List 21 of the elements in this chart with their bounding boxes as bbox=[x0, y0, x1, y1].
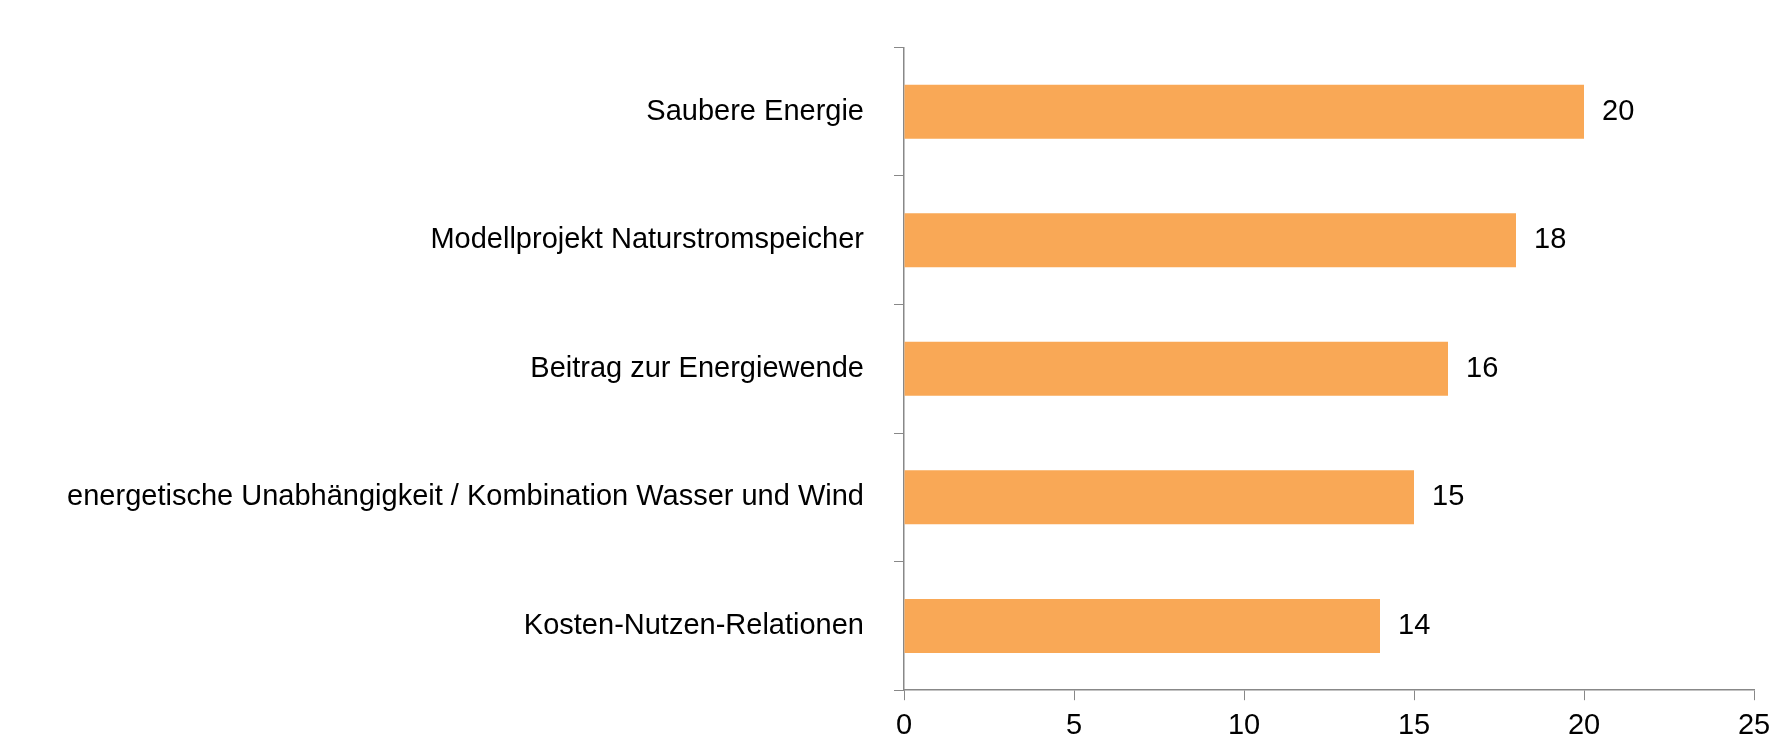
y-tick-label: Modellprojekt Naturstromspeicher bbox=[430, 222, 865, 255]
x-tick-label: 0 bbox=[895, 707, 913, 740]
x-tick-label: 25 bbox=[1737, 707, 1771, 740]
y-tick-label: Kosten-Nutzen-Relationen bbox=[523, 607, 864, 640]
bar bbox=[904, 470, 1414, 525]
bar bbox=[904, 598, 1380, 653]
bar bbox=[904, 84, 1584, 139]
x-tick-label: 5 bbox=[1065, 707, 1083, 740]
bar bbox=[904, 213, 1516, 268]
x-tick-label: 10 bbox=[1227, 707, 1261, 740]
y-tick-label: Saubere Energie bbox=[646, 93, 864, 126]
y-tick-label: Beitrag zur Energiewende bbox=[530, 350, 864, 383]
data-label: 20 bbox=[1602, 93, 1635, 126]
y-tick-label: energetische Unabhängigkeit / Kombination Wasser und Wind bbox=[67, 479, 864, 512]
data-label: 15 bbox=[1432, 479, 1465, 512]
x-tick-label: 20 bbox=[1567, 707, 1601, 740]
data-label: 14 bbox=[1398, 607, 1431, 640]
data-label: 18 bbox=[1534, 222, 1567, 255]
x-tick-label: 15 bbox=[1397, 707, 1431, 740]
data-label: 16 bbox=[1466, 350, 1499, 383]
bar bbox=[904, 341, 1448, 396]
